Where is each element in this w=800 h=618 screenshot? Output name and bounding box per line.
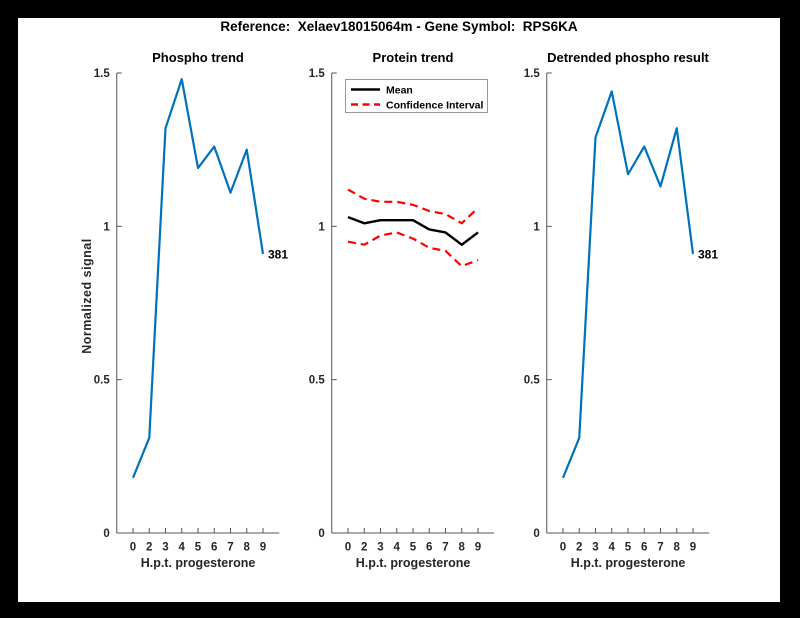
x-tick-label: 9	[690, 542, 696, 554]
endpoint-annotation: 381	[698, 247, 718, 261]
y-tick-label: 1	[318, 221, 325, 233]
y-tick-label: 0.5	[94, 375, 111, 387]
x-tick-label: 9	[260, 542, 266, 554]
series-lines	[347, 188, 479, 268]
axes: 00.511.50 2 3 4 5 6 7 8 9	[524, 68, 710, 554]
series-confidence-interval-lower	[347, 231, 479, 268]
x-tick-label: 8	[674, 542, 681, 554]
x-tick-label: 2	[361, 542, 367, 554]
y-tick-label: 1.5	[309, 68, 326, 80]
y-tick-label: 1	[533, 221, 540, 233]
series-confidence-interval-upper	[347, 188, 479, 225]
axes: 00.511.50 2 3 4 5 6 7 8 9	[94, 68, 280, 554]
x-axis-label: H.p.t. progesterone	[571, 556, 686, 570]
x-tick-label: 5	[410, 542, 417, 554]
axes: 00.511.50 2 3 4 5 6 7 8 9	[309, 68, 495, 554]
x-tick-label: 2	[576, 542, 582, 554]
y-tick-label: 0	[103, 528, 109, 540]
x-tick-label: 8	[244, 542, 251, 554]
subplot-detrended-phospho-result: Detrended phospho result H.p.t. progeste…	[524, 50, 719, 570]
subplot-protein-trend: Protein trend H.p.t. progesterone 0 0.5 1 1…	[309, 50, 495, 570]
y-axis-label: Normalized signal	[80, 238, 94, 353]
x-tick-label: 3	[592, 542, 598, 554]
y-tick-label: 1	[103, 221, 110, 233]
series-phospho-signal	[131, 78, 265, 479]
x-tick-label: 8	[459, 542, 466, 554]
x-tick-label: 0	[345, 542, 351, 554]
x-tick-label: 7	[657, 542, 663, 554]
series-lines	[131, 78, 265, 479]
series-lines	[561, 90, 695, 479]
figure-background	[18, 18, 780, 602]
figure-title: Reference: Xelaev18015064m - Gene Symbol…	[220, 19, 577, 34]
x-axis-label: H.p.t. progesterone	[356, 556, 471, 570]
x-tick-label: 3	[162, 542, 168, 554]
legend: Mean Confidence Interval	[345, 79, 488, 113]
x-tick-label: 7	[442, 542, 448, 554]
x-tick-label: 9	[475, 542, 481, 554]
y-tick-label: 0.5	[524, 375, 541, 387]
x-tick-label: 4	[179, 542, 186, 554]
series-detrended-phospho-signal	[561, 90, 695, 479]
x-tick-label: 6	[426, 542, 432, 554]
y-tick-label: 0	[533, 528, 539, 540]
y-tick-label: 0.5	[309, 375, 326, 387]
x-tick-label: 6	[641, 542, 647, 554]
series-mean	[347, 216, 479, 246]
legend-label-confidence-interval: Confidence Interval	[386, 100, 484, 112]
legend-box	[345, 79, 488, 113]
x-axis-label: H.p.t. progesterone	[141, 556, 256, 570]
x-tick-label: 2	[146, 542, 152, 554]
x-tick-label: 7	[227, 542, 233, 554]
x-tick-label: 0	[560, 542, 566, 554]
y-tick-label: 0	[318, 528, 324, 540]
x-tick-label: 4	[394, 542, 401, 554]
x-tick-label: 6	[211, 542, 217, 554]
subplot-title: Protein trend	[373, 50, 454, 65]
y-tick-label: 1.5	[524, 68, 541, 80]
x-tick-label: 5	[625, 542, 632, 554]
x-tick-label: 4	[609, 542, 616, 554]
legend-label-mean: Mean	[386, 85, 413, 97]
subplot-title: Detrended phospho result	[547, 50, 709, 65]
subplot-phospho-trend: Phospho trend Normalized signal H.p.t. p…	[80, 50, 288, 570]
x-tick-label: 3	[377, 542, 383, 554]
x-tick-label: 5	[195, 542, 202, 554]
endpoint-annotation: 381	[268, 247, 288, 261]
x-tick-label: 0	[130, 542, 136, 554]
subplot-title: Phospho trend	[152, 50, 244, 65]
y-tick-label: 1.5	[94, 68, 111, 80]
